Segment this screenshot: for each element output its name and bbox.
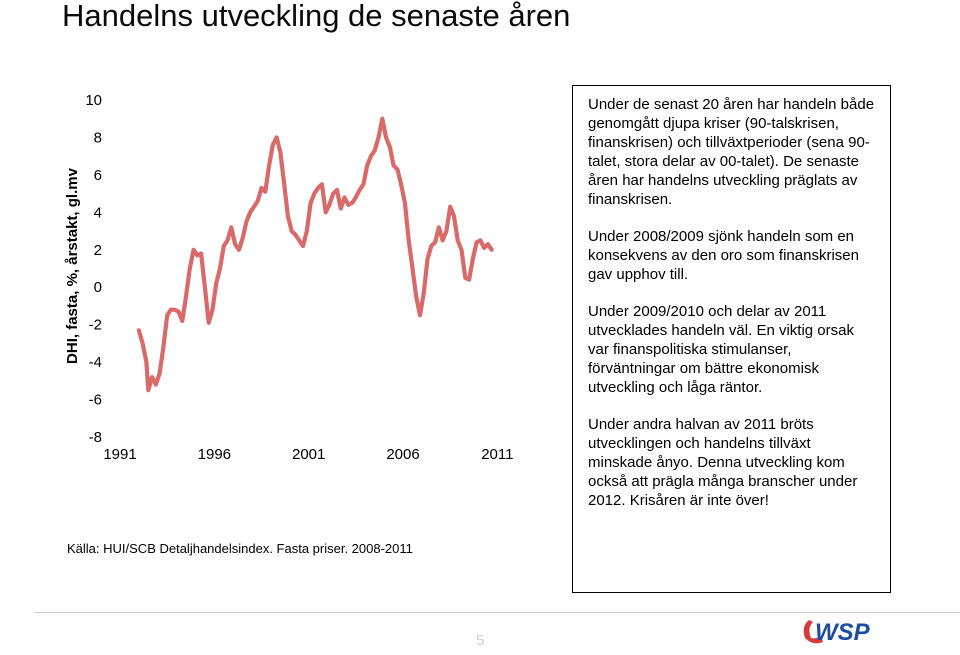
y-tick-label: 2 xyxy=(94,242,102,259)
y-tick-label: -8 xyxy=(89,429,102,446)
wsp-logo: WSP xyxy=(803,619,871,646)
y-tick-label: -4 xyxy=(89,354,102,371)
x-tick-label: 1991 xyxy=(103,446,136,463)
x-tick-label: 2006 xyxy=(386,446,419,463)
svg-text:WSP: WSP xyxy=(815,619,871,646)
x-tick-label: 2011 xyxy=(481,446,513,463)
x-axis-ticks: 1991 1996 2001 2006 2011 xyxy=(103,446,513,463)
line-chart: -8 -6 -4 -2 0 2 4 6 8 10 1991 1996 2001 2006 2011 DHI… xyxy=(64,92,513,463)
commentary-paragraph: Under andra halvan av 2011 bröts utveckl… xyxy=(588,416,858,509)
x-tick-label: 1996 xyxy=(198,446,231,463)
commentary-paragraph: Under 2009/2010 och delar av 2011 utveck… xyxy=(588,303,854,396)
x-tick-label: 2001 xyxy=(292,446,325,463)
page-number: 5 xyxy=(476,632,485,649)
slide-title: Handelns utveckling de senaste åren xyxy=(62,0,571,33)
y-axis-label: DHI, fasta, %, årstakt, gl.mv xyxy=(64,167,81,364)
y-tick-label: 10 xyxy=(85,92,102,109)
y-tick-label: 4 xyxy=(94,204,102,221)
source-note: Källa: HUI/SCB Detaljhandelsindex. Fasta… xyxy=(67,541,413,556)
commentary-paragraph: Under 2008/2009 sjönk handeln som en kon… xyxy=(588,228,859,283)
y-tick-label: 8 xyxy=(94,129,102,146)
commentary-paragraph: Under de senast 20 åren har handeln både… xyxy=(588,96,875,208)
y-tick-label: 6 xyxy=(94,167,102,184)
y-tick-label: -2 xyxy=(89,317,102,334)
footer-divider xyxy=(35,612,960,613)
commentary-box: Under de senast 20 åren har handeln både… xyxy=(572,85,891,593)
y-axis-ticks: -8 -6 -4 -2 0 2 4 6 8 10 xyxy=(85,92,102,446)
y-tick-label: 0 xyxy=(94,279,102,296)
series-line xyxy=(136,116,494,393)
y-tick-label: -6 xyxy=(89,392,102,409)
